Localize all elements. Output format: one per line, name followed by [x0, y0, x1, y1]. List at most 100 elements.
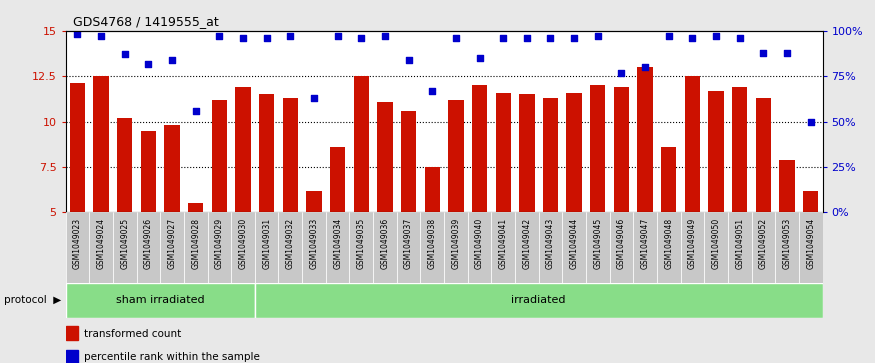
Point	[803, 119, 817, 125]
Bar	[231, 212, 255, 283]
Point	[354, 35, 368, 41]
Point	[780, 50, 794, 56]
Bar	[396, 212, 420, 283]
Bar	[255, 283, 822, 318]
Bar	[235, 87, 251, 212]
Point	[189, 108, 203, 114]
Bar	[66, 326, 78, 340]
Text: GSM1049045: GSM1049045	[593, 218, 602, 269]
Point	[402, 57, 416, 63]
Point	[662, 33, 676, 39]
Bar	[306, 191, 322, 212]
Text: GSM1049042: GSM1049042	[522, 218, 531, 269]
Bar	[732, 87, 747, 212]
Bar	[613, 87, 629, 212]
Bar	[542, 98, 558, 212]
Point	[260, 35, 274, 41]
Point	[473, 55, 487, 61]
Text: GSM1049044: GSM1049044	[570, 218, 578, 269]
Text: GSM1049029: GSM1049029	[215, 218, 224, 269]
Text: GSM1049036: GSM1049036	[381, 218, 389, 269]
Point	[71, 32, 85, 37]
Text: sham irradiated: sham irradiated	[116, 295, 205, 305]
Point	[284, 33, 298, 39]
Text: GSM1049025: GSM1049025	[120, 218, 130, 269]
Text: GSM1049040: GSM1049040	[475, 218, 484, 269]
Bar	[302, 212, 326, 283]
Bar	[634, 212, 657, 283]
Bar	[70, 83, 85, 212]
Bar	[519, 94, 535, 212]
Point	[496, 35, 510, 41]
Bar	[424, 167, 440, 212]
Bar	[590, 85, 605, 212]
Text: protocol  ▶: protocol ▶	[4, 295, 61, 305]
Bar	[373, 212, 396, 283]
Text: GSM1049033: GSM1049033	[310, 218, 318, 269]
Bar	[259, 94, 275, 212]
Text: GSM1049041: GSM1049041	[499, 218, 507, 269]
Bar	[515, 212, 539, 283]
Text: GSM1049026: GSM1049026	[144, 218, 153, 269]
Bar	[448, 100, 464, 212]
Text: GSM1049034: GSM1049034	[333, 218, 342, 269]
Bar	[728, 212, 752, 283]
Bar	[566, 93, 582, 212]
Bar	[117, 118, 132, 212]
Bar	[610, 212, 634, 283]
Bar	[563, 212, 586, 283]
Text: GSM1049030: GSM1049030	[239, 218, 248, 269]
Text: GSM1049023: GSM1049023	[73, 218, 82, 269]
Bar	[780, 160, 794, 212]
Text: GSM1049038: GSM1049038	[428, 218, 437, 269]
Bar	[212, 100, 227, 212]
Point	[638, 64, 652, 70]
Point	[94, 33, 108, 39]
Bar	[803, 191, 818, 212]
Bar	[94, 76, 108, 212]
Point	[378, 33, 392, 39]
Bar	[164, 125, 179, 212]
Bar	[354, 76, 369, 212]
Point	[425, 88, 439, 94]
Text: GSM1049028: GSM1049028	[192, 218, 200, 269]
Bar	[662, 147, 676, 212]
Bar	[113, 212, 136, 283]
Point	[449, 35, 463, 41]
Point	[685, 35, 699, 41]
Bar	[141, 131, 156, 212]
Bar	[637, 67, 653, 212]
Point	[614, 70, 628, 76]
Text: GDS4768 / 1419555_at: GDS4768 / 1419555_at	[74, 15, 219, 28]
Text: GSM1049039: GSM1049039	[452, 218, 460, 269]
Bar	[207, 212, 231, 283]
Bar	[330, 147, 346, 212]
Text: GSM1049047: GSM1049047	[640, 218, 649, 269]
Bar	[349, 212, 373, 283]
Point	[756, 50, 770, 56]
Bar	[799, 212, 822, 283]
Text: GSM1049048: GSM1049048	[664, 218, 673, 269]
Bar	[775, 212, 799, 283]
Point	[567, 35, 581, 41]
Bar	[420, 212, 444, 283]
Bar	[66, 212, 89, 283]
Bar	[136, 212, 160, 283]
Text: GSM1049032: GSM1049032	[286, 218, 295, 269]
Bar	[752, 212, 775, 283]
Bar	[495, 93, 511, 212]
Text: GSM1049051: GSM1049051	[735, 218, 745, 269]
Text: GSM1049053: GSM1049053	[782, 218, 792, 269]
Bar	[657, 212, 681, 283]
Text: GSM1049049: GSM1049049	[688, 218, 696, 269]
Bar	[756, 98, 771, 212]
Bar	[586, 212, 610, 283]
Text: irradiated: irradiated	[511, 295, 566, 305]
Point	[165, 57, 179, 63]
Text: percentile rank within the sample: percentile rank within the sample	[84, 352, 260, 362]
Bar	[66, 350, 78, 363]
Bar	[681, 212, 704, 283]
Point	[213, 33, 227, 39]
Bar	[539, 212, 563, 283]
Bar	[472, 85, 487, 212]
